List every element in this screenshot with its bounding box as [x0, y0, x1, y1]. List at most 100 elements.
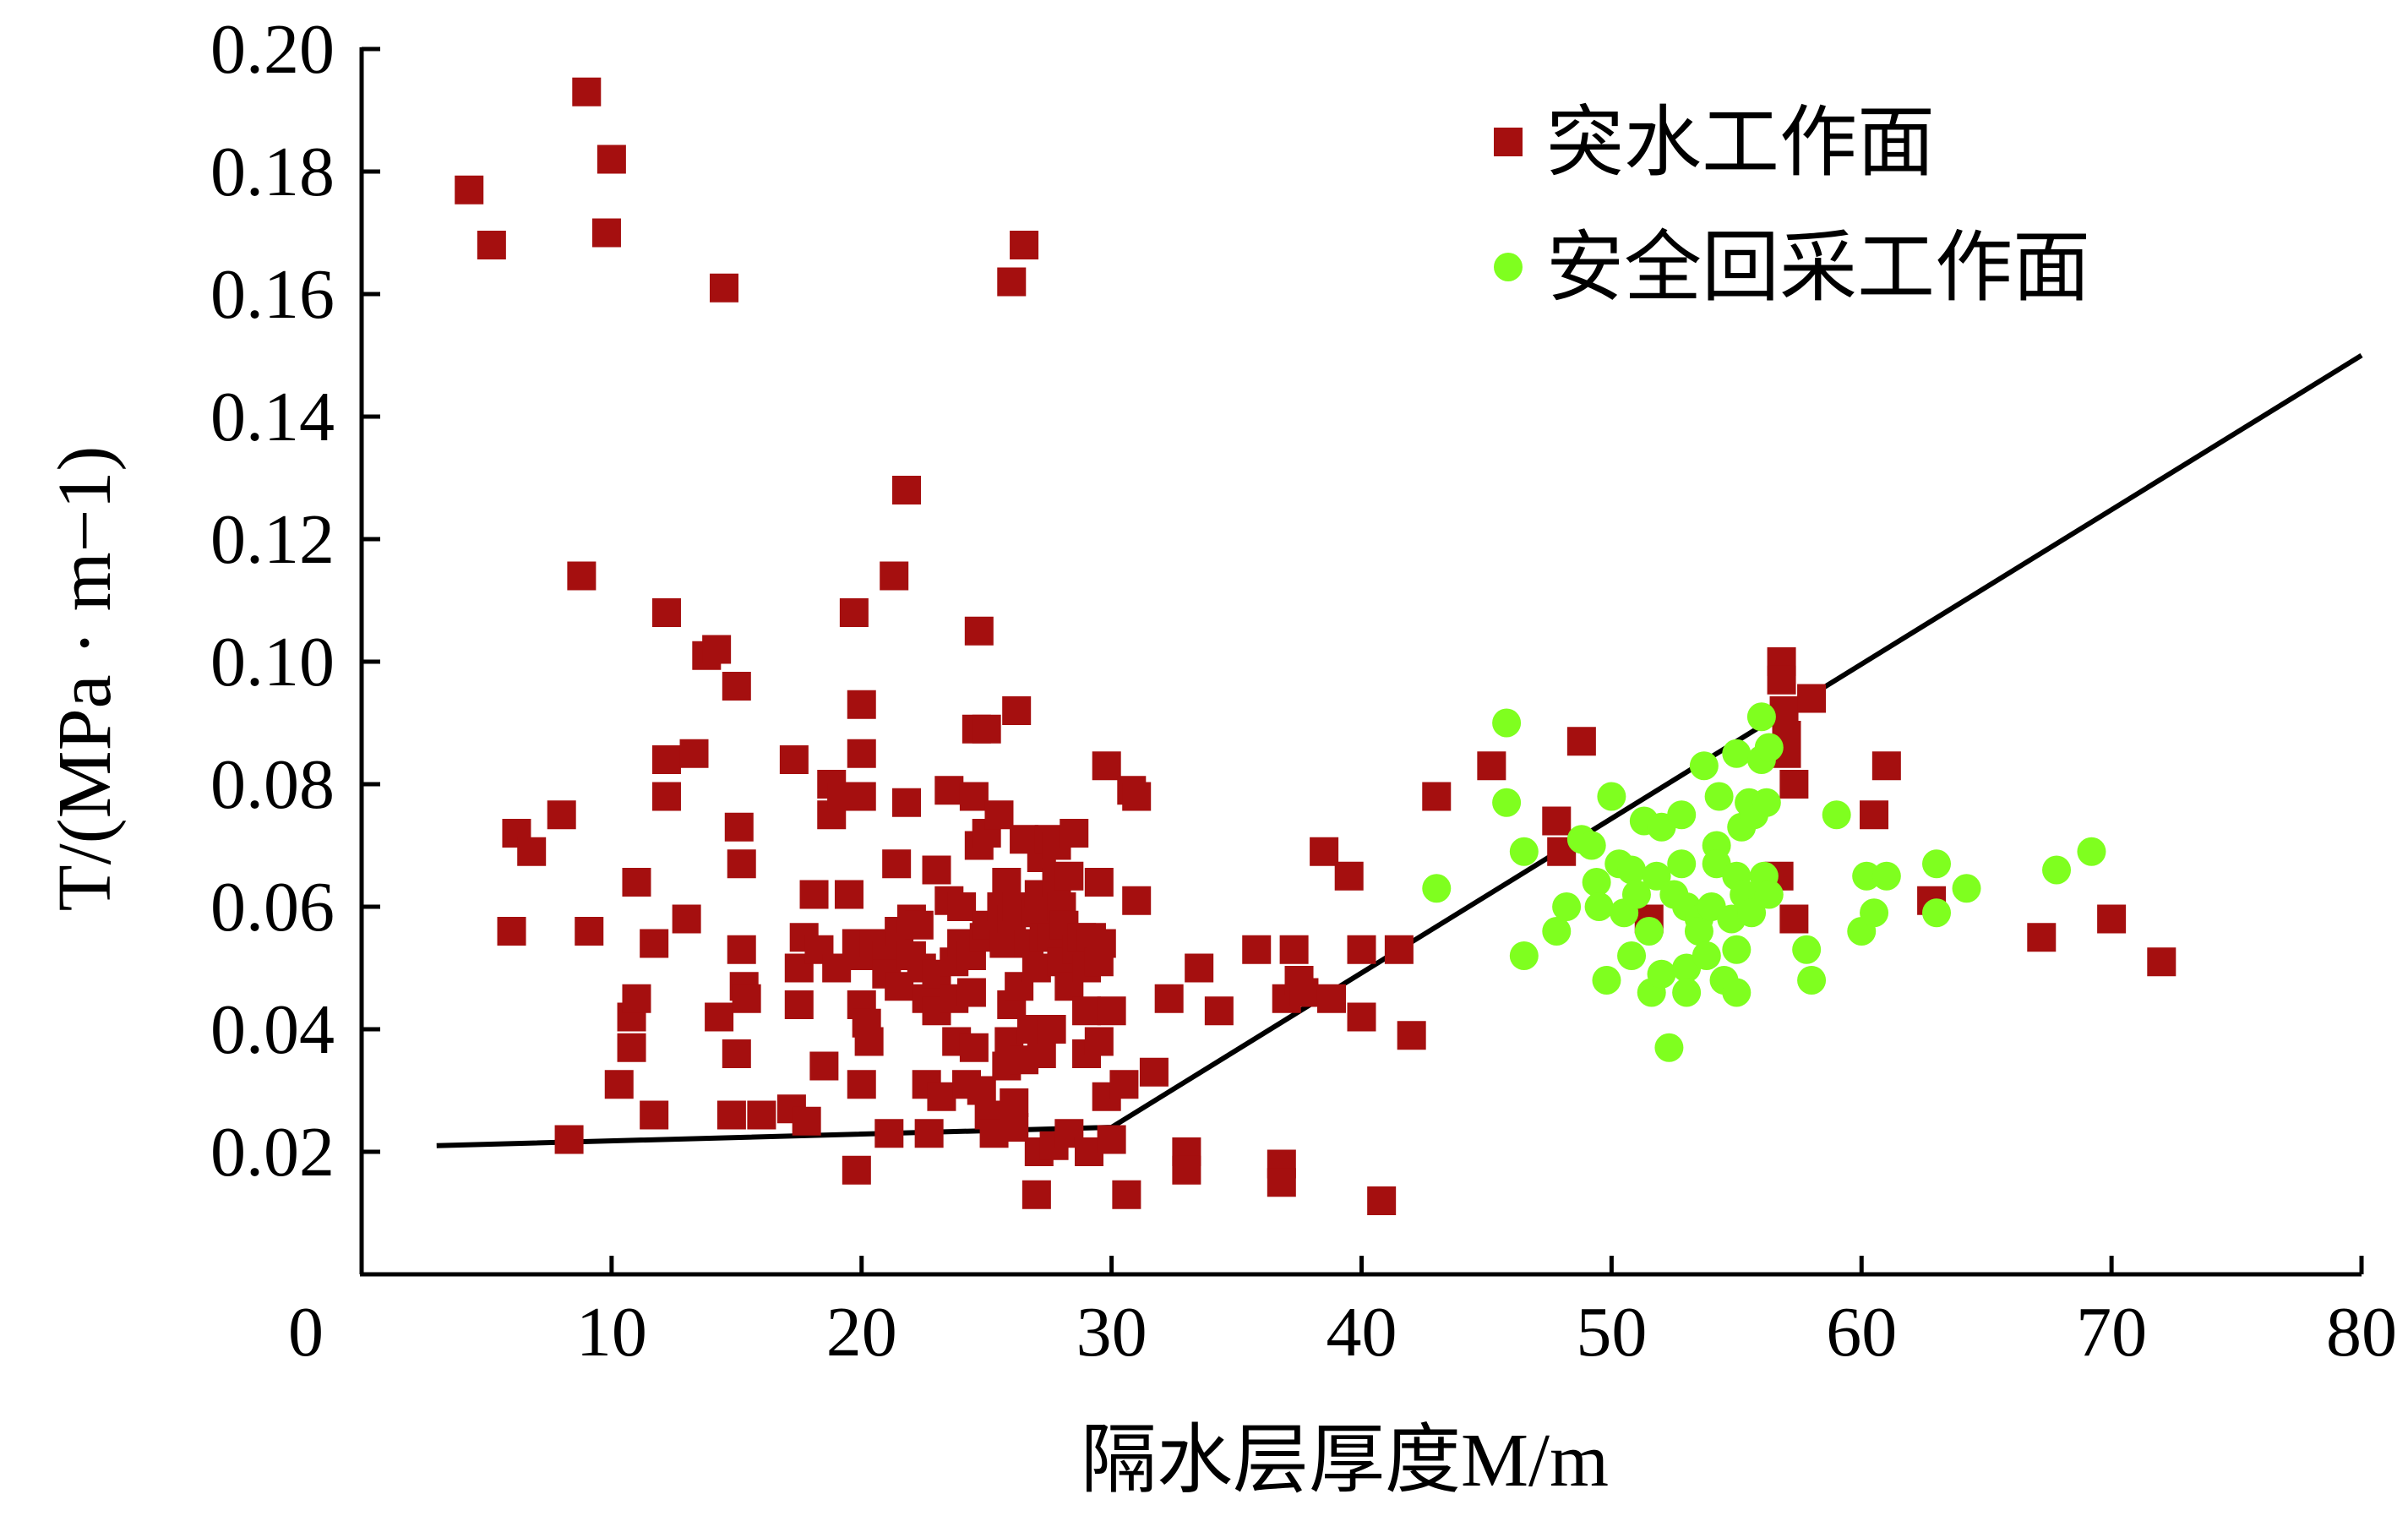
safe-mining-face-point	[1634, 917, 1664, 946]
inrush-face-point	[732, 984, 761, 1013]
inrush-face-point	[1112, 1180, 1141, 1209]
inrush-face-point	[959, 1033, 989, 1062]
inrush-face-point	[914, 1119, 944, 1148]
safe-mining-face-point	[1754, 733, 1784, 762]
safe-mining-face-point	[1860, 898, 1889, 928]
inrush-face-point	[1310, 837, 1339, 866]
inrush-face-point	[640, 929, 669, 958]
safe-mining-face-point	[2042, 855, 2072, 885]
inrush-face-point	[567, 561, 597, 591]
inrush-face-point	[880, 561, 909, 591]
inrush-face-point	[1000, 1113, 1029, 1142]
safe-mining-face-point	[1672, 978, 1702, 1007]
inrush-face-point	[1477, 751, 1506, 781]
inrush-face-point	[779, 745, 809, 774]
inrush-face-point	[1185, 953, 1214, 983]
inrush-face-point	[956, 978, 986, 1007]
y-tick-label: 0.12	[210, 500, 335, 579]
safe-mining-face-point	[1737, 898, 1767, 928]
y-tick-label: 0.02	[210, 1113, 335, 1192]
safe-mining-face-point	[1667, 800, 1697, 830]
inrush-face-point	[992, 868, 1021, 897]
inrush-face-point	[1267, 1168, 1296, 1197]
inrush-face-point	[1767, 665, 1796, 695]
inrush-face-point	[477, 231, 506, 259]
safe-mining-face-point	[1509, 941, 1539, 970]
inrush-face-point	[1779, 904, 1809, 934]
inrush-face-point	[1021, 953, 1051, 983]
inrush-face-point	[799, 880, 829, 909]
y-tick-label: 0.20	[210, 10, 335, 89]
inrush-face-point	[892, 788, 922, 817]
inrush-face-point	[882, 849, 912, 879]
x-tick-label: 80	[2326, 1293, 2397, 1371]
inrush-face-point	[722, 672, 751, 701]
inrush-face-point	[1367, 1186, 1397, 1215]
inrush-face-point	[947, 892, 977, 921]
inrush-face-point	[1010, 231, 1039, 259]
inrush-face-point	[1060, 819, 1089, 848]
safe-mining-face-point	[1592, 966, 1621, 995]
inrush-face-point	[1347, 1002, 1376, 1032]
inrush-face-point	[892, 476, 922, 504]
safe-mining-face-point	[1852, 861, 1882, 891]
legend-label-inrush: 突水工作面	[1546, 100, 1935, 186]
safe-mining-face-point	[1922, 898, 1952, 928]
legend-marker-inrush	[1494, 128, 1523, 156]
inrush-face-point	[1084, 1027, 1114, 1056]
inrush-face-point	[727, 935, 756, 964]
inrush-face-point	[497, 917, 526, 946]
x-tick-label: 0	[288, 1293, 324, 1371]
inrush-face-point	[604, 1070, 634, 1099]
inrush-face-point	[747, 1100, 776, 1130]
inrush-face-point	[651, 598, 681, 627]
safe-mining-face-point	[1542, 917, 1572, 946]
inrush-face-point	[727, 849, 756, 879]
inrush-face-point	[1092, 751, 1121, 781]
safe-mining-face-point	[1797, 966, 1827, 995]
inrush-face-point	[1122, 886, 1152, 915]
inrush-face-point	[591, 218, 621, 248]
inrush-face-point	[1087, 929, 1116, 958]
inrush-face-point	[1097, 996, 1126, 1026]
safe-mining-face-point	[1667, 849, 1697, 879]
inrush-face-point	[834, 880, 864, 909]
safe-mining-face-point	[1722, 978, 1752, 1007]
inrush-face-point	[1072, 996, 1102, 1026]
safe-mining-face-point	[1597, 782, 1626, 811]
y-tick-label: 0.18	[210, 133, 335, 211]
safe-mining-face-point	[1647, 959, 1676, 989]
inrush-face-point	[554, 1125, 584, 1154]
inrush-face-point	[622, 984, 651, 1013]
inrush-face-point	[710, 273, 739, 303]
inrush-face-point	[672, 904, 701, 934]
safe-mining-face-point	[1617, 941, 1647, 970]
safe-mining-face-point	[2077, 837, 2106, 866]
inrush-face-point	[784, 990, 814, 1019]
inrush-face-point	[622, 868, 651, 897]
inrush-face-point	[1542, 806, 1572, 836]
inrush-face-point	[1242, 935, 1272, 964]
inrush-face-point	[1347, 935, 1376, 964]
inrush-face-point	[847, 690, 876, 719]
y-tick-label: 0.16	[210, 255, 335, 334]
safe-mining-face-point	[1952, 874, 1981, 903]
inrush-face-point	[2027, 923, 2057, 952]
safe-mining-face-point	[1584, 892, 1614, 921]
y-axis-title: T/(MPa · m−1)	[43, 446, 127, 912]
inrush-face-point	[1397, 1021, 1426, 1050]
legend-label-safe: 安全回采工作面	[1546, 225, 2090, 311]
inrush-face-point	[922, 855, 951, 885]
inrush-face-point	[847, 739, 876, 768]
inrush-face-point	[547, 800, 576, 830]
x-tick-label: 20	[826, 1293, 897, 1371]
inrush-face-point	[1084, 868, 1114, 897]
inrush-face-point	[822, 953, 852, 983]
x-tick-label: 60	[1826, 1293, 1897, 1371]
safe-mining-face-point	[1722, 739, 1752, 768]
inrush-face-point	[572, 77, 602, 106]
x-tick-label: 30	[1076, 1293, 1147, 1371]
inrush-face-point	[1054, 861, 1084, 891]
inrush-face-point	[1097, 1125, 1126, 1154]
